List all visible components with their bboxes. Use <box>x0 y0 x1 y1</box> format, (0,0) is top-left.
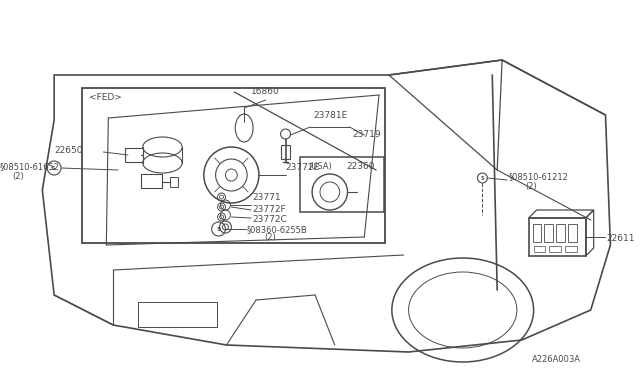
Bar <box>568 224 577 242</box>
Text: 22360: 22360 <box>346 162 375 171</box>
Bar <box>549 246 561 252</box>
Text: 23771: 23771 <box>252 193 281 202</box>
Bar <box>556 224 565 242</box>
Bar <box>300 157 384 212</box>
Bar <box>170 177 178 187</box>
Text: §08510-61652: §08510-61652 <box>0 162 60 171</box>
Bar <box>545 224 554 242</box>
Text: 23772F: 23772F <box>252 205 285 214</box>
Text: 23781E: 23781E <box>313 111 348 120</box>
Bar <box>280 145 291 159</box>
Text: 16860: 16860 <box>251 87 280 96</box>
Bar <box>82 88 385 243</box>
Bar <box>532 224 541 242</box>
Bar <box>138 302 216 327</box>
Text: S: S <box>216 227 221 231</box>
Text: S: S <box>51 166 56 170</box>
Bar <box>529 218 586 256</box>
Text: 23719: 23719 <box>353 130 381 139</box>
Text: (2): (2) <box>264 233 276 242</box>
Text: <FED>: <FED> <box>88 93 122 102</box>
Text: (2): (2) <box>12 172 24 181</box>
Bar <box>141 174 163 188</box>
Text: (USA): (USA) <box>308 162 332 171</box>
Bar <box>534 246 545 252</box>
Bar <box>125 148 143 162</box>
Text: 23772E: 23772E <box>285 163 319 172</box>
Text: §08360-6255B: §08360-6255B <box>246 225 307 234</box>
Text: 22650: 22650 <box>54 146 83 155</box>
Text: §08510-61212: §08510-61212 <box>509 172 569 181</box>
Bar <box>565 246 577 252</box>
Text: (2): (2) <box>525 182 538 191</box>
Text: S: S <box>481 176 484 180</box>
Text: 22611: 22611 <box>607 234 635 243</box>
Text: A226A003A: A226A003A <box>532 355 580 364</box>
Text: 23772C: 23772C <box>252 215 287 224</box>
